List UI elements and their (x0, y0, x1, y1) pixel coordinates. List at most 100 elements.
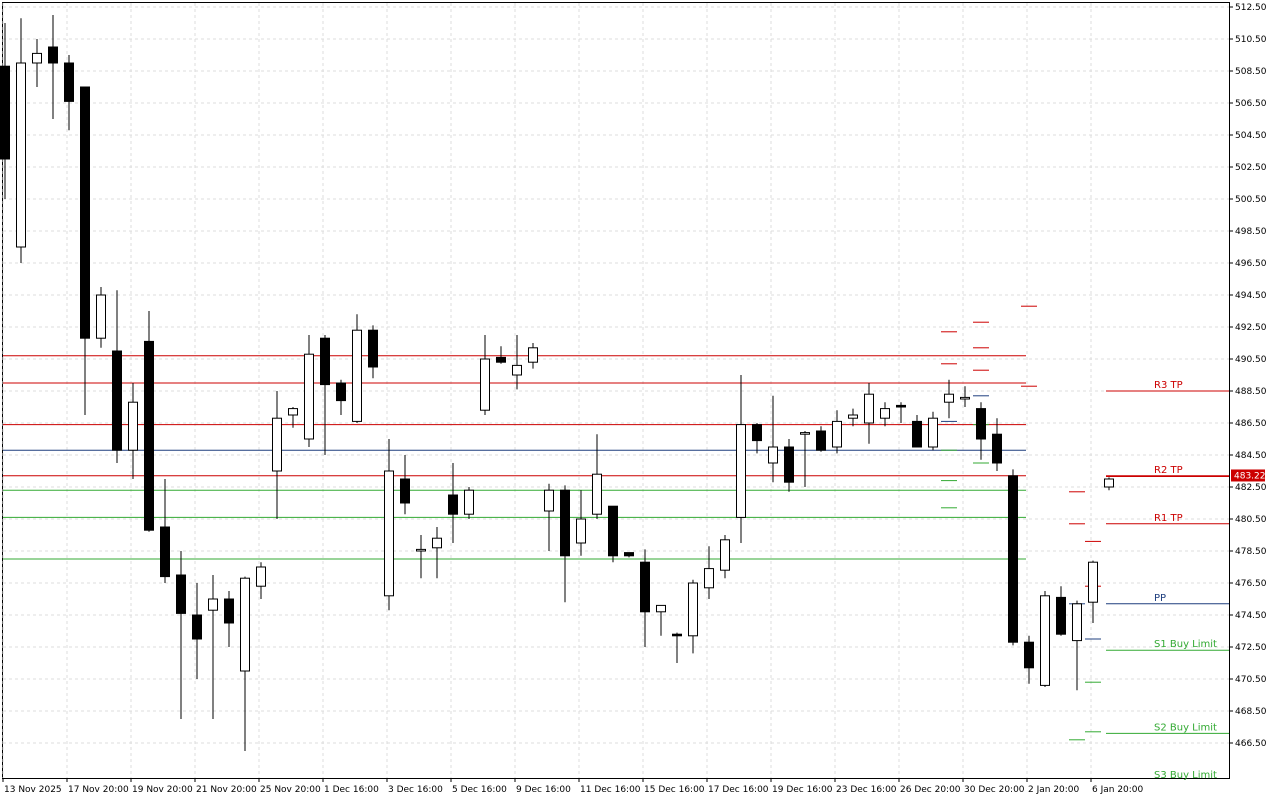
candle[interactable] (560, 485, 570, 603)
price-tick-label: 508.50 (1235, 67, 1267, 77)
candle[interactable] (720, 535, 730, 579)
candle[interactable] (48, 15, 58, 119)
candle[interactable] (608, 505, 618, 563)
candle[interactable] (32, 39, 42, 87)
candle[interactable] (976, 402, 986, 460)
candle[interactable] (736, 375, 746, 543)
candle[interactable] (880, 402, 890, 427)
candle[interactable] (752, 423, 762, 454)
candles[interactable] (0, 15, 1114, 751)
candle-body-down (992, 433, 1002, 464)
candle-body-down (192, 614, 202, 640)
candle-body-up (848, 414, 858, 419)
candle[interactable] (416, 535, 426, 579)
candle[interactable] (992, 418, 1002, 471)
time-tick-label: 15 Dec 16:00 (644, 785, 705, 795)
candle-body-up (1104, 478, 1114, 488)
candle[interactable] (928, 411, 938, 451)
candle[interactable] (0, 23, 10, 199)
level-labels: R3 TP R2 TP R1 TP PP S1 Buy Limit S2 Buy Limi… (1106, 380, 1229, 781)
candle[interactable] (512, 335, 522, 390)
price-axis[interactable]: 512.50 510.50 508.50 506.50 504.50 502.50 500.… (1229, 3, 1267, 749)
price-tick-label: 512.50 (1235, 3, 1267, 13)
candle[interactable] (944, 379, 954, 419)
candle[interactable] (864, 383, 874, 444)
candle[interactable] (1088, 560, 1098, 623)
candle[interactable] (112, 290, 122, 463)
candle[interactable] (352, 314, 362, 423)
candle-body-up (304, 353, 314, 440)
candle[interactable] (816, 426, 826, 452)
candle[interactable] (768, 395, 778, 483)
candle[interactable] (128, 383, 138, 479)
candle[interactable] (1104, 477, 1114, 491)
time-tick-label: 26 Dec 20:00 (900, 785, 961, 795)
candle[interactable] (960, 386, 970, 407)
candle[interactable] (1008, 469, 1018, 646)
candle[interactable] (16, 18, 26, 263)
candle-body-down (640, 561, 650, 613)
current-price-tag-bg (1231, 469, 1265, 482)
candle[interactable] (896, 402, 906, 423)
candle[interactable] (320, 335, 330, 455)
level-label: R1 TP (1154, 513, 1183, 524)
candle[interactable] (784, 439, 794, 492)
candle[interactable] (432, 527, 442, 579)
candle[interactable] (384, 439, 394, 611)
candle-body-up (32, 52, 42, 64)
candle[interactable] (80, 86, 90, 415)
candle-body-up (1072, 603, 1082, 642)
candle[interactable] (656, 604, 666, 636)
candle[interactable] (272, 391, 282, 519)
price-tick-label: 500.50 (1235, 195, 1267, 205)
candle-body-up (464, 489, 474, 515)
candle[interactable] (832, 410, 842, 454)
price-tick-label: 478.50 (1235, 547, 1267, 557)
candle[interactable] (688, 579, 698, 654)
candle[interactable] (592, 434, 602, 519)
candle[interactable] (800, 431, 810, 487)
candle[interactable] (240, 576, 250, 751)
candle[interactable] (704, 546, 714, 599)
candle[interactable] (208, 575, 218, 719)
candle[interactable] (192, 583, 202, 679)
candle[interactable] (576, 490, 586, 556)
candle[interactable] (160, 479, 170, 583)
candle[interactable] (672, 632, 682, 663)
price-tick-label: 466.50 (1235, 739, 1267, 749)
candle[interactable] (288, 407, 298, 428)
candle[interactable] (848, 408, 858, 427)
candle[interactable] (464, 487, 474, 519)
candle[interactable] (400, 455, 410, 515)
candle[interactable] (224, 591, 234, 647)
candle-body-down (608, 505, 618, 557)
candle[interactable] (1072, 600, 1082, 691)
candle[interactable] (624, 552, 634, 558)
candle-body-up (592, 473, 602, 515)
candle[interactable] (64, 55, 74, 131)
candle-body-up (240, 577, 250, 672)
candle[interactable] (912, 415, 922, 448)
candle[interactable] (496, 346, 506, 364)
candle[interactable] (1024, 635, 1034, 684)
candle-body-up (832, 420, 842, 448)
candle[interactable] (480, 335, 490, 415)
price-tick-label: 490.50 (1235, 355, 1267, 365)
current-price-tag: 483.22 (1231, 469, 1266, 482)
candle[interactable] (96, 287, 106, 348)
candle[interactable] (256, 562, 266, 599)
time-tick-label: 19 Dec 16:00 (772, 785, 833, 795)
candle[interactable] (368, 325, 378, 379)
candle[interactable] (1056, 586, 1066, 636)
candle[interactable] (1040, 591, 1050, 687)
candle[interactable] (544, 483, 554, 551)
candle[interactable] (336, 379, 346, 415)
candle[interactable] (448, 463, 458, 543)
candle[interactable] (640, 549, 650, 647)
candle[interactable] (528, 343, 538, 369)
candle[interactable] (144, 311, 154, 532)
time-axis[interactable]: 13 Nov 2025 17 Nov 20:00 19 Nov 20:00 21 No… (2, 778, 1144, 795)
candle[interactable] (176, 551, 186, 719)
candle[interactable] (304, 335, 314, 447)
